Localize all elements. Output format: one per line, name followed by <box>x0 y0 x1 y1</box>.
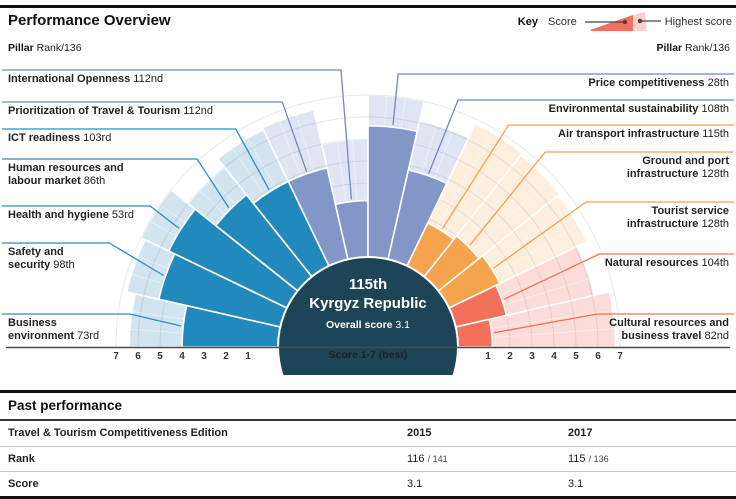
past-performance-title-rule <box>0 419 736 421</box>
pillar-label: Tourist service infrastructure 128th <box>626 205 729 230</box>
scale-tick: 5 <box>573 351 579 362</box>
pillar-label: ICT readiness 103rd <box>8 132 112 144</box>
edition-label: Travel & Tourism Competitiveness Edition <box>8 427 228 439</box>
leader-line <box>2 313 182 327</box>
leader-line <box>441 124 734 230</box>
score-label: Score <box>8 478 39 490</box>
chart-key: Key Score Highest score <box>518 10 732 34</box>
pillar-label: International Openness 112nd <box>8 73 164 85</box>
rank-2015: 116 / 141 <box>407 453 448 465</box>
edition-2017: 2017 <box>568 427 593 439</box>
leader-line <box>2 128 270 191</box>
leader-line <box>469 151 734 246</box>
scale-tick: 6 <box>135 351 141 362</box>
scale-tick: 7 <box>113 351 119 362</box>
rank-2017: 115 / 136 <box>568 453 609 465</box>
past-performance-title: Past performance <box>8 398 123 413</box>
past-performance-top-rule <box>0 390 736 393</box>
key-score-label: Score <box>547 16 577 28</box>
score-2017: 3.1 <box>568 478 584 490</box>
pillar-label: Human resources and labour market 86th <box>8 162 124 187</box>
pillar-label: Safety and security 98th <box>8 246 75 271</box>
leader-line <box>2 69 353 200</box>
scale-tick: 5 <box>157 351 163 362</box>
scale-tick: 4 <box>179 351 185 362</box>
row-separator <box>0 446 736 447</box>
pillar-label: Ground and port infrastructure 128th <box>626 155 729 180</box>
top-rule <box>0 5 736 8</box>
key-highest-label: Highest score <box>664 16 732 28</box>
pillar-label: Air transport infrastructure 115th <box>558 128 729 140</box>
pillar-label: Price competitiveness 28th <box>588 77 729 89</box>
score-2015: 3.1 <box>407 478 423 490</box>
pillar-label: Health and hygiene 53rd <box>8 209 134 221</box>
leader-line <box>392 73 734 126</box>
leader-line <box>503 253 734 300</box>
leader-line <box>2 101 308 172</box>
pillar-label: Natural resources 104th <box>604 257 729 269</box>
table-row-rank: Rank 116 / 141 115 / 136 <box>8 453 728 465</box>
table-row-edition: Travel & Tourism Competitiveness Edition… <box>8 427 728 439</box>
pillar-label: Business environment 73rd <box>8 317 100 342</box>
leader-line <box>2 158 230 209</box>
scale-tick: 1 <box>485 351 491 362</box>
key-wedge-icon <box>584 12 661 31</box>
pillar-note-left: Pillar Rank/136 <box>8 42 82 54</box>
edition-2015: 2015 <box>407 427 432 439</box>
scale-tick: 2 <box>223 351 229 362</box>
scale-tick: 2 <box>507 351 513 362</box>
leader-line <box>427 99 734 174</box>
score-ring <box>137 116 599 348</box>
pillar-label: Environmental sustainability 108th <box>548 103 729 115</box>
bottom-rule <box>0 496 736 499</box>
pillar-label: Prioritization of Travel & Tourism 112nd <box>8 105 213 117</box>
performance-fan-chart: 1 1 2 2 3 3 4 4 5 5 6 6 7 7 <box>2 69 734 375</box>
leader-line <box>2 205 180 229</box>
scale-label: Score 1-7 (best) <box>328 349 408 361</box>
scale-tick: 4 <box>551 351 557 362</box>
scale-tick: 6 <box>595 351 601 362</box>
leader-line <box>493 201 734 269</box>
row-separator <box>0 471 736 472</box>
leader-line <box>2 242 164 277</box>
scale-tick: 7 <box>617 351 623 362</box>
pillar-label: Cultural resources and business travel 82… <box>609 317 729 342</box>
scale-tick: 1 <box>245 351 251 362</box>
key-label: Key <box>517 16 538 28</box>
pillar-note-right: Pillar Rank/136 <box>656 42 730 54</box>
leader-line <box>493 313 734 334</box>
scale-tick: 3 <box>201 351 207 362</box>
score-ring <box>115 94 621 348</box>
page-title: Performance Overview <box>8 12 171 29</box>
rank-label: Rank <box>8 453 35 465</box>
scale-tick: 3 <box>529 351 535 362</box>
table-row-score: Score 3.1 3.1 <box>8 478 728 490</box>
